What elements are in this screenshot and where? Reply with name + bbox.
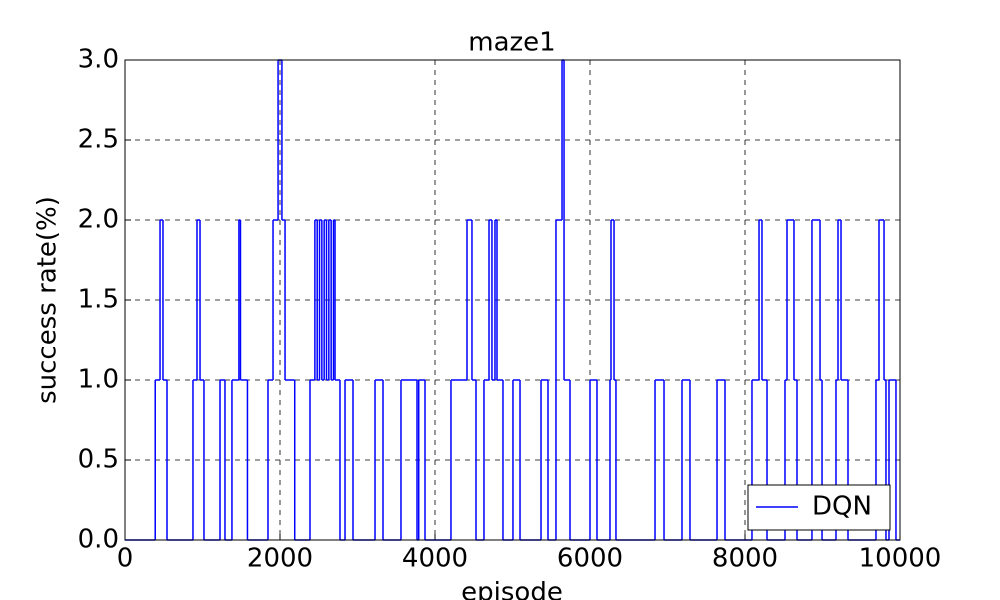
chart-title: maze1	[468, 28, 555, 58]
y-tick-label: 0.5	[78, 445, 119, 475]
x-tick-label: 8000	[712, 544, 778, 574]
y-tick-label: 1.5	[78, 285, 119, 315]
x-tick-label: 6000	[557, 544, 623, 574]
legend-label: DQN	[812, 492, 872, 522]
y-tick-label: 2.5	[78, 125, 119, 155]
y-axis-label: success rate(%)	[33, 196, 63, 404]
x-tick-label: 10000	[859, 544, 942, 574]
x-tick-label: 0	[117, 544, 134, 574]
y-tick-label: 2.0	[78, 205, 119, 235]
x-axis-label: episode	[461, 578, 563, 600]
y-tick-label: 0.0	[78, 525, 119, 555]
plot-frame	[124, 59, 901, 541]
x-tick-label: 2000	[247, 544, 313, 574]
y-tick-label: 1.0	[78, 365, 119, 395]
y-tick-label: 3.0	[78, 45, 119, 75]
x-tick-label: 4000	[402, 544, 468, 574]
